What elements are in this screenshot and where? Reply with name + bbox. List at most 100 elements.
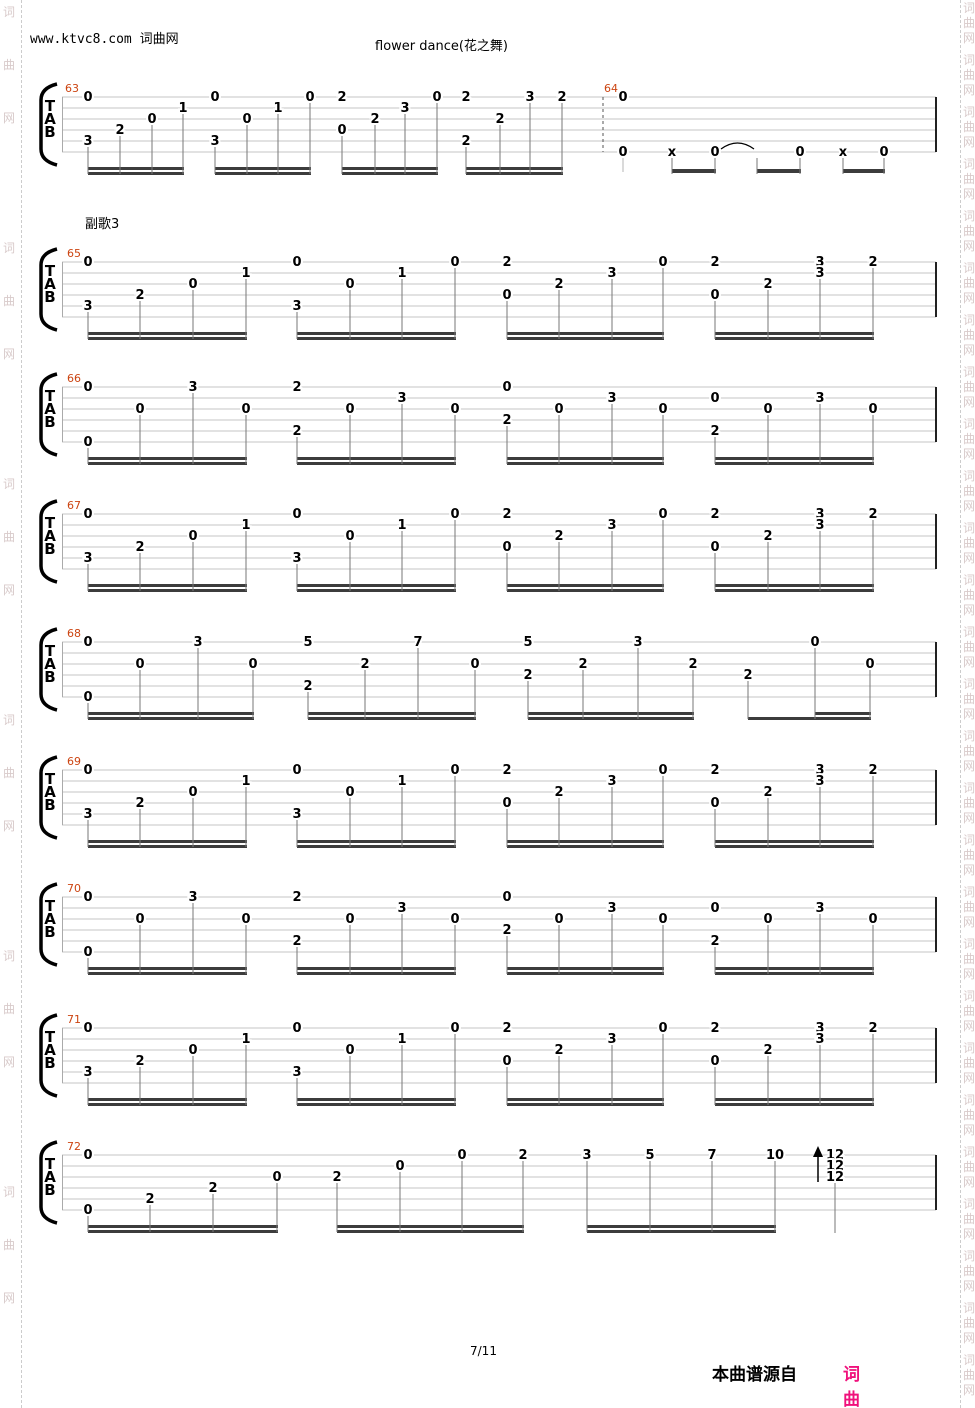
beam (715, 584, 874, 587)
tab-note-fret: 0 (710, 391, 719, 406)
tab-note-fret: 0 (345, 912, 354, 927)
tab-note-fret: 0 (618, 90, 627, 105)
watermark-char: 网 (963, 967, 975, 981)
beam (507, 462, 664, 465)
tab-note-fret: 0 (135, 402, 144, 417)
tab-note-fret: 0 (188, 1043, 197, 1058)
tab-note-fret: 3 (815, 391, 824, 406)
watermark-char: 词 (963, 677, 975, 691)
watermark-char: 网 (963, 603, 975, 617)
tab-note-fret: 0 (502, 890, 511, 905)
watermark-char: 曲 (3, 1002, 16, 1016)
tab-note-fret: 3 (815, 518, 824, 533)
beam (297, 457, 456, 460)
tab-note-fret: 2 (461, 90, 470, 105)
site-url-text: www.ktvc8.com 词曲网 (30, 32, 179, 47)
beam (342, 167, 438, 170)
watermark-char: 网 (963, 83, 975, 97)
tab-note-fret: 0 (450, 912, 459, 927)
song-title: flower dance(花之舞) (375, 39, 508, 54)
tab-note-fret: 2 (763, 1043, 772, 1058)
tab-clef-letter: T (45, 1155, 56, 1173)
watermark-char: 网 (963, 759, 975, 773)
tab-note-fret: 2 (135, 540, 144, 555)
watermark-char: 网 (963, 1227, 975, 1241)
watermark-char: 词 (963, 937, 975, 951)
watermark-char: 词 (963, 1093, 975, 1107)
tab-note-fret: 0 (868, 402, 877, 417)
beam (715, 332, 874, 335)
tab-note-fret: 3 (815, 507, 824, 522)
tab-note-fret: 0 (658, 255, 667, 270)
beam (757, 169, 801, 173)
beam (297, 332, 456, 335)
tab-note-fret: 0 (83, 1148, 92, 1163)
watermark-char: 网 (963, 1383, 975, 1397)
tab-note-fret: 2 (868, 507, 877, 522)
tab-clef-letter: A (44, 527, 56, 545)
system-bracket (39, 1140, 58, 1225)
watermark-char: 曲 (963, 1212, 975, 1226)
page-indicator: 7/11 (470, 1344, 497, 1358)
tab-note-fret: 0 (432, 90, 441, 105)
beam (715, 967, 874, 970)
tab-note-fret: 1 (178, 101, 187, 116)
tab-note-fret: 0 (83, 763, 92, 778)
tab-note-fret: 0 (241, 912, 250, 927)
watermark-char: 网 (963, 135, 975, 149)
tab-note-fret: 2 (332, 1170, 341, 1185)
tab-note-fret: 3 (815, 1032, 824, 1047)
tab-note-fret: 0 (710, 1054, 719, 1069)
tab-note-fret: 0 (83, 690, 92, 705)
beam (297, 584, 456, 587)
tab-note-fret: 0 (272, 1170, 281, 1185)
watermark-char: 网 (963, 1279, 975, 1293)
strum-arrow-head (813, 1146, 823, 1157)
beam (715, 337, 874, 340)
tab-note-fret: 2 (523, 668, 532, 683)
tab-clef-letter: T (45, 1028, 56, 1046)
tab-note-fret: 0 (710, 540, 719, 555)
watermark-char: 网 (963, 31, 975, 45)
tab-note-fret: 2 (710, 507, 719, 522)
system-bracket (39, 372, 58, 457)
beam (715, 845, 874, 848)
beam (672, 169, 716, 173)
tab-clef-letter: T (45, 514, 56, 532)
watermark-char: 词 (963, 1145, 975, 1159)
beam (88, 967, 247, 970)
measure-number: 72 (67, 1140, 81, 1153)
watermark-char: 曲 (963, 484, 975, 498)
tab-note-fret: 3 (188, 890, 197, 905)
watermark-char: 曲 (963, 744, 975, 758)
tab-clef-letter: B (44, 123, 55, 141)
tab-note-fret: 0 (763, 402, 772, 417)
watermark-char: 网 (963, 291, 975, 305)
beam (507, 972, 664, 975)
watermark-char: 词 (963, 53, 975, 67)
measure-number: 66 (67, 372, 81, 385)
beam (507, 332, 664, 335)
tab-note-fret: 0 (658, 1021, 667, 1036)
beam (88, 462, 247, 465)
beam (215, 167, 311, 170)
watermark-char: 词 (963, 261, 975, 275)
tab-note-fret: 0 (83, 945, 92, 960)
watermark-char: 词 (963, 1, 975, 15)
beam (297, 972, 456, 975)
watermark-char: 网 (963, 499, 975, 513)
watermark-char: 曲 (963, 1056, 975, 1070)
tab-clef-letter: B (44, 923, 55, 941)
watermark-char: 词 (3, 1185, 16, 1199)
watermark-char: 词 (963, 989, 975, 1003)
tab-note-fret: 0 (502, 380, 511, 395)
beam (342, 172, 438, 175)
watermark-char: 词 (963, 469, 975, 483)
tab-note-fret: 0 (337, 123, 346, 138)
watermark-char: 词 (963, 521, 975, 535)
beam (507, 589, 664, 592)
tab-note-fret: 0 (83, 380, 92, 395)
tab-note-fret: 3 (815, 763, 824, 778)
